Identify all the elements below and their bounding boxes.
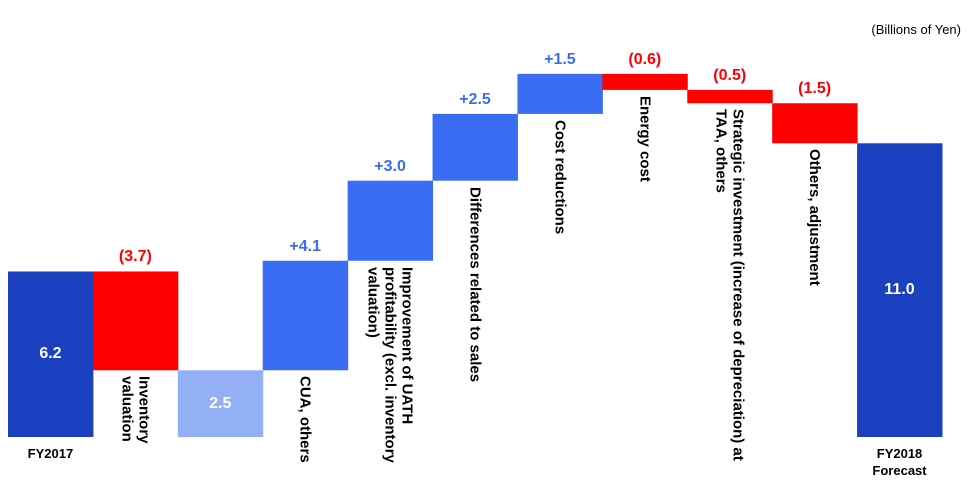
bar [857, 143, 943, 438]
value-label: (0.6) [628, 50, 662, 68]
value-label: 2.5 [209, 394, 232, 412]
category-label: FY2017 [27, 446, 74, 461]
category-label: Others, adjustment [806, 149, 824, 286]
category-label: Differences related to sales [466, 186, 484, 382]
bar [602, 73, 688, 90]
bar [517, 73, 603, 114]
value-label: +3.0 [374, 157, 406, 175]
category-label: Strategic investment (increase of deprec… [712, 109, 747, 462]
bar [772, 103, 858, 144]
bar [8, 271, 94, 437]
value-label: (3.7) [118, 248, 152, 266]
category-label: Cost reductions [551, 119, 569, 235]
bar [432, 113, 518, 181]
category-label: CUA, others [296, 376, 314, 463]
bar [687, 89, 773, 104]
bar [92, 271, 179, 371]
value-label: 6.2 [39, 345, 62, 363]
value-label: +2.5 [459, 90, 491, 108]
value-label: +1.5 [544, 50, 576, 68]
value-label: 11.0 [884, 281, 915, 299]
bar [347, 180, 434, 261]
category-label: FY2018 Forecast [872, 446, 927, 478]
bar [177, 370, 264, 437]
value-label: (1.5) [798, 80, 832, 98]
category-label: Energy cost [636, 95, 654, 182]
category-label: Inventory valuation [118, 376, 153, 444]
unit-label: (Billions of Yen) [871, 22, 961, 37]
value-label: +4.1 [289, 237, 321, 255]
value-label: (0.5) [713, 66, 747, 84]
category-label: Improvement of UATH profitability (excl.… [364, 266, 416, 463]
bar [262, 260, 349, 371]
